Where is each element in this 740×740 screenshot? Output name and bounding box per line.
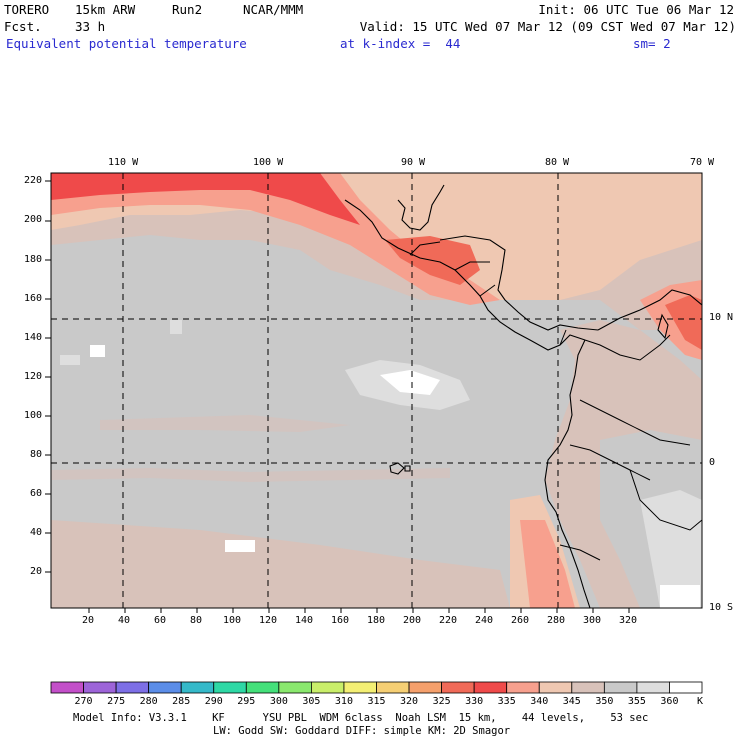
colorbar-label: 310: [334, 696, 353, 707]
model-name: TORERO: [4, 2, 50, 17]
map-field: [51, 173, 702, 608]
colorbar-label: 300: [269, 696, 288, 707]
colorbar-label: 280: [139, 696, 158, 707]
colorbar-label: 270: [74, 696, 93, 707]
model-resolution: 15km ARW: [75, 2, 136, 17]
colorbar-label: 295: [237, 696, 256, 707]
y-label: 40: [30, 527, 43, 538]
colorbar-label: 315: [367, 696, 386, 707]
colorbar-label: 350: [595, 696, 614, 707]
y-label: 120: [24, 371, 43, 382]
lat-label-10n: 10 N: [709, 312, 734, 323]
smoothing-label: sm= 2: [633, 36, 671, 51]
field-name: Equivalent potential temperature: [6, 36, 247, 51]
colorbar-label: 340: [530, 696, 549, 707]
latlon-grid: [51, 173, 702, 608]
x-label: 200: [403, 615, 422, 626]
colorbar-label: 345: [562, 696, 581, 707]
lat-label-10s: 10 S: [709, 602, 734, 613]
forecast-label: Fcst.: [4, 19, 42, 34]
x-label: 160: [331, 615, 350, 626]
colorbar-unit: K: [697, 696, 704, 707]
level-label: at k-index = 44: [340, 36, 461, 51]
colorbar-label: 335: [497, 696, 516, 707]
lon-label-110w: 110 W: [108, 157, 139, 168]
x-label: 320: [619, 615, 638, 626]
colorbar-label: 320: [400, 696, 419, 707]
forecast-hours: 33 h: [75, 19, 106, 34]
x-label: 140: [295, 615, 314, 626]
colorbar-label: 325: [432, 696, 451, 707]
y-label: 80: [30, 449, 43, 460]
x-label: 60: [154, 615, 167, 626]
x-label: 260: [511, 615, 530, 626]
x-label: 40: [118, 615, 131, 626]
colorbar-label: 330: [465, 696, 484, 707]
coastlines: [344, 184, 702, 608]
lat-label-0: 0: [709, 457, 716, 468]
y-label: 140: [24, 332, 43, 343]
lon-label-70w: 70 W: [690, 157, 715, 168]
x-label: 280: [547, 615, 566, 626]
y-label: 200: [24, 214, 43, 225]
x-label: 20: [82, 615, 95, 626]
y-label: 20: [30, 566, 43, 577]
org-label: NCAR/MMM: [243, 2, 304, 17]
y-label: 60: [30, 488, 43, 499]
x-label: 180: [367, 615, 386, 626]
y-label: 220: [24, 175, 43, 186]
x-label: 220: [439, 615, 458, 626]
init-time: Init: 06 UTC Tue 06 Mar 12: [538, 2, 734, 17]
y-label: 100: [24, 410, 43, 421]
x-label: 120: [259, 615, 278, 626]
lon-label-100w: 100 W: [253, 157, 284, 168]
lon-label-90w: 90 W: [401, 157, 426, 168]
country-borders: [409, 241, 702, 561]
x-label: 300: [583, 615, 602, 626]
physics-info: LW: Godd SW: Goddard DIFF: simple KM: 2D…: [213, 725, 511, 737]
run-label: Run2: [172, 2, 203, 17]
colorbar-label: 305: [302, 696, 321, 707]
lon-label-80w: 80 W: [545, 157, 570, 168]
y-label: 160: [24, 293, 43, 304]
colorbar-label: 285: [172, 696, 191, 707]
colorbar-label: 355: [627, 696, 646, 707]
x-label: 100: [223, 615, 242, 626]
colorbar-label: 275: [107, 696, 126, 707]
colorbar-label: 290: [204, 696, 223, 707]
model-info: Model Info: V3.3.1 KF YSU PBL WDM 6class…: [73, 712, 649, 724]
x-label: 80: [190, 615, 203, 626]
x-label: 240: [475, 615, 494, 626]
axis-ticks: [45, 180, 630, 613]
colorbar-label: 360: [660, 696, 679, 707]
valid-time: Valid: 15 UTC Wed 07 Mar 12 (09 CST Wed …: [359, 19, 736, 34]
y-label: 180: [24, 254, 43, 265]
